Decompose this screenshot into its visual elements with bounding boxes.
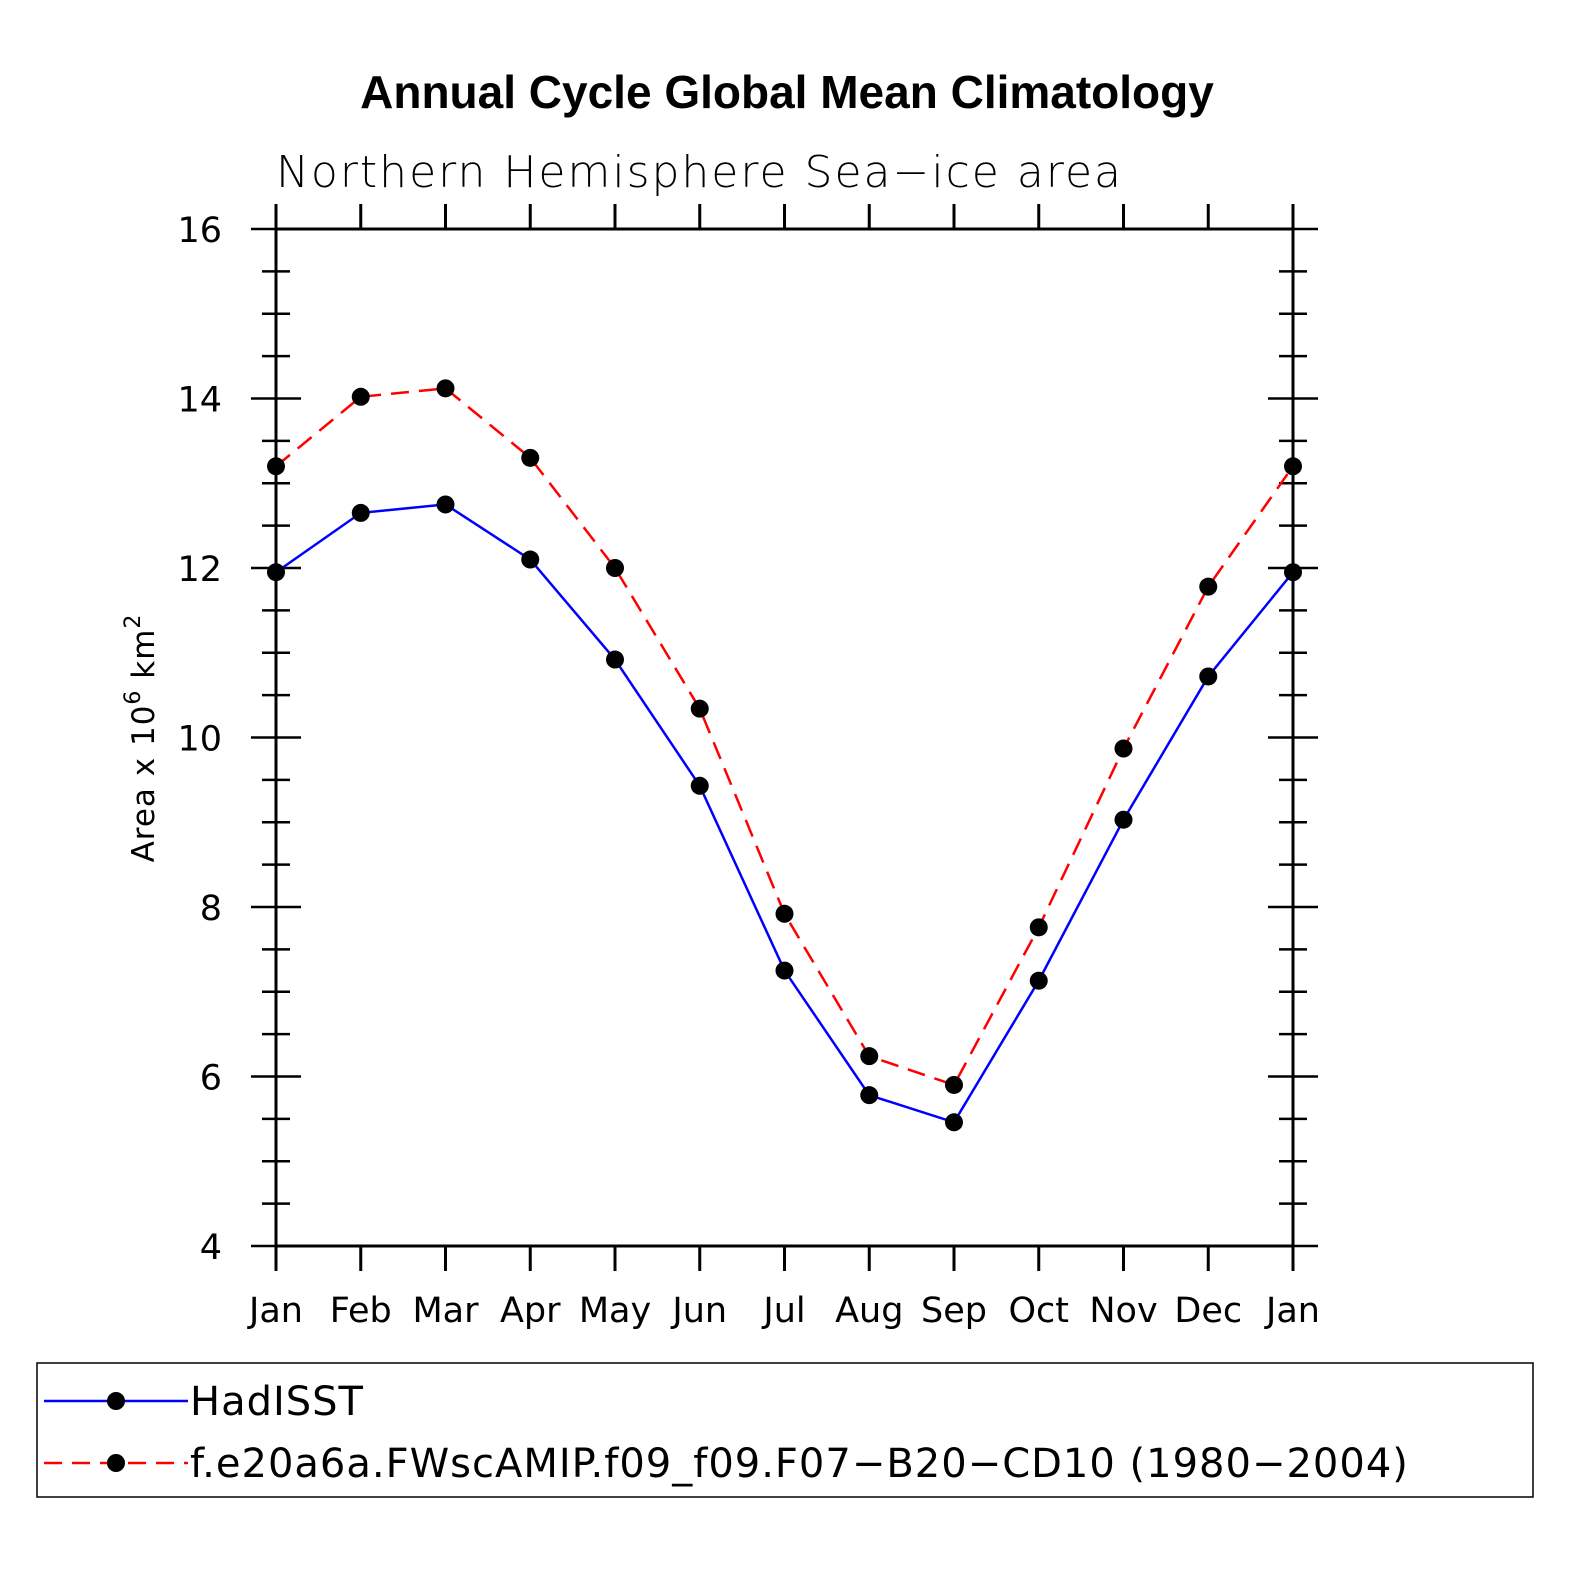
y-tick-label: 4	[200, 1228, 222, 1268]
y-tick-label: 12	[177, 550, 222, 590]
y-axis-label-exp2: 2	[121, 614, 146, 629]
x-tick-label: Feb	[330, 1291, 392, 1331]
x-tick-label: Jun	[670, 1291, 727, 1331]
chart-subtitle: Northern Hemisphere Sea−ice area	[276, 147, 1123, 198]
y-tick-label: 14	[177, 381, 222, 421]
y-tick-label: 10	[177, 720, 222, 760]
x-tick-label: Jul	[761, 1291, 805, 1331]
series-1-point	[521, 550, 540, 569]
series-1-point	[690, 776, 709, 795]
x-tick-label: Sep	[921, 1291, 987, 1331]
series-2-point	[1199, 577, 1218, 596]
plot-frame	[274, 227, 1295, 1248]
chart-title: Annual Cycle Global Mean Climatology	[360, 66, 1214, 118]
series-1-point	[1199, 667, 1218, 686]
series-1-point	[606, 650, 624, 669]
series-1-point	[775, 961, 794, 980]
series-1-point	[436, 495, 455, 514]
series-1-point	[1029, 971, 1048, 990]
series-2-point	[351, 387, 370, 406]
y-tick-label: 6	[200, 1059, 222, 1099]
x-tick-label: Oct	[1008, 1291, 1069, 1331]
x-tick-label: Jan	[247, 1291, 303, 1331]
legend-box	[36, 1362, 1534, 1498]
legend-label-2: f.e20a6a.FWscAMIP.f09_f09.F07−B20−CD10 (…	[190, 1441, 1409, 1487]
series-2-point	[1029, 918, 1048, 937]
x-tick-label: Jan	[1264, 1291, 1320, 1331]
y-axis-label: Area x 106 km2	[121, 614, 162, 863]
x-tick-label: Aug	[835, 1291, 903, 1331]
series-2-point	[606, 559, 624, 577]
series-1-point	[1114, 810, 1133, 829]
legend-marker-1	[107, 1392, 125, 1410]
y-axis-label-base: Area x 10	[126, 705, 162, 863]
legend: HadISST f.e20a6a.FWscAMIP.f09_f09.F07−B20…	[36, 1362, 1534, 1498]
y-tick-label: 8	[200, 889, 222, 929]
x-tick-label: May	[579, 1291, 651, 1331]
series-layer	[267, 379, 1302, 1132]
legend-label-1: HadISST	[190, 1379, 364, 1425]
tick-labels: Jan Feb Mar Apr May Jun Jul Aug Sep Oct Nov Dec Jan 4…	[177, 211, 1320, 1331]
y-axis-label-unit: km	[126, 629, 162, 690]
series-2-point	[690, 699, 709, 718]
x-tick-label: Apr	[500, 1291, 561, 1331]
series-1-point	[860, 1086, 879, 1105]
series-2-point	[1114, 739, 1133, 758]
y-axis-label-exp1: 6	[121, 690, 146, 705]
series-2-point	[775, 904, 794, 923]
series-1-point	[945, 1113, 963, 1132]
series-2-point	[945, 1075, 963, 1094]
series-1-point	[351, 503, 370, 522]
series-line-2	[275, 387, 1295, 1087]
y-tick-label: 16	[177, 211, 222, 251]
x-tick-label: Dec	[1174, 1291, 1242, 1331]
svg-text:Area x 106 km2: Area x 106 km2	[121, 614, 162, 863]
axis-ticks	[251, 204, 1318, 1271]
x-tick-label: Nov	[1089, 1291, 1157, 1331]
series-2-point	[860, 1047, 879, 1066]
series-2-point	[521, 448, 540, 467]
x-tick-label: Mar	[412, 1291, 479, 1331]
series-line-1	[275, 503, 1294, 1124]
series-2-point	[436, 379, 455, 398]
legend-marker-2	[107, 1454, 125, 1472]
